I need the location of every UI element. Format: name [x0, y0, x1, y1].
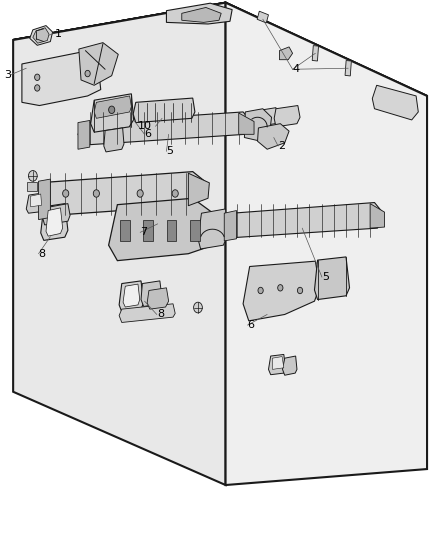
Polygon shape — [13, 3, 226, 485]
Polygon shape — [79, 43, 118, 85]
Polygon shape — [254, 108, 278, 127]
Circle shape — [63, 190, 69, 197]
Polygon shape — [224, 203, 383, 238]
Polygon shape — [39, 179, 50, 220]
Circle shape — [172, 190, 178, 197]
Polygon shape — [243, 261, 320, 321]
Polygon shape — [30, 26, 53, 45]
Text: 6: 6 — [145, 130, 152, 139]
Polygon shape — [312, 46, 318, 61]
Text: 4: 4 — [293, 64, 300, 74]
Circle shape — [85, 70, 90, 77]
Polygon shape — [314, 257, 350, 300]
Circle shape — [28, 171, 37, 181]
Polygon shape — [27, 182, 37, 191]
Polygon shape — [182, 7, 221, 22]
Polygon shape — [46, 208, 63, 236]
Text: 1: 1 — [55, 29, 62, 38]
Polygon shape — [13, 3, 427, 96]
Polygon shape — [42, 204, 70, 225]
Polygon shape — [147, 288, 169, 309]
Polygon shape — [120, 220, 130, 241]
Polygon shape — [198, 209, 227, 249]
Polygon shape — [22, 49, 101, 106]
Polygon shape — [268, 354, 286, 375]
Text: 7: 7 — [140, 228, 147, 237]
Polygon shape — [257, 11, 268, 23]
Polygon shape — [123, 284, 140, 307]
Polygon shape — [224, 211, 237, 241]
Circle shape — [35, 85, 40, 91]
Polygon shape — [274, 106, 300, 127]
Polygon shape — [141, 281, 162, 306]
Polygon shape — [188, 173, 209, 206]
Polygon shape — [166, 3, 232, 24]
Text: 5: 5 — [322, 272, 329, 282]
Circle shape — [137, 190, 143, 197]
Circle shape — [109, 106, 115, 114]
Polygon shape — [244, 109, 272, 141]
Text: 5: 5 — [166, 147, 173, 156]
Polygon shape — [26, 193, 44, 213]
Polygon shape — [78, 120, 90, 149]
Polygon shape — [143, 220, 153, 241]
Circle shape — [297, 287, 303, 294]
Polygon shape — [283, 356, 297, 375]
Text: 3: 3 — [4, 70, 11, 79]
Polygon shape — [119, 304, 175, 322]
Polygon shape — [78, 112, 252, 145]
Polygon shape — [94, 96, 131, 118]
Polygon shape — [109, 198, 219, 261]
Text: 6: 6 — [247, 320, 254, 330]
Text: 8: 8 — [157, 310, 164, 319]
Polygon shape — [39, 172, 208, 216]
Polygon shape — [370, 204, 385, 228]
Polygon shape — [91, 94, 134, 132]
Text: 10: 10 — [138, 122, 152, 131]
Polygon shape — [104, 128, 124, 152]
Polygon shape — [372, 85, 418, 120]
Polygon shape — [279, 47, 293, 60]
Text: 8: 8 — [39, 249, 46, 259]
Circle shape — [258, 287, 263, 294]
Circle shape — [194, 302, 202, 313]
Polygon shape — [190, 220, 200, 241]
Polygon shape — [272, 357, 284, 369]
Polygon shape — [226, 3, 427, 485]
Polygon shape — [239, 113, 254, 134]
Polygon shape — [13, 3, 427, 96]
Polygon shape — [345, 61, 351, 76]
Polygon shape — [33, 28, 49, 43]
Polygon shape — [41, 204, 68, 240]
Circle shape — [93, 190, 99, 197]
Polygon shape — [31, 194, 42, 207]
Polygon shape — [133, 98, 195, 123]
Circle shape — [35, 74, 40, 80]
Polygon shape — [258, 124, 289, 149]
Polygon shape — [167, 220, 177, 241]
Text: 2: 2 — [278, 141, 285, 151]
Circle shape — [278, 285, 283, 291]
Polygon shape — [119, 281, 144, 312]
